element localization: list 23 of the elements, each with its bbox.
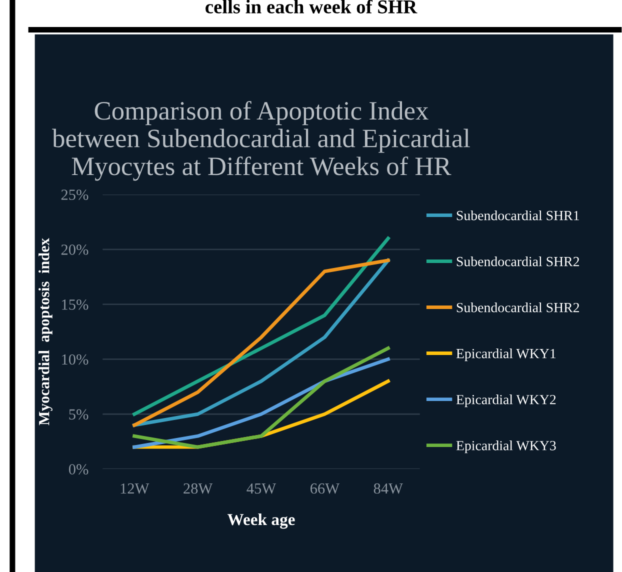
y-tick-label: 0% [68, 464, 88, 475]
legend-label: Epicardial WKY3 [456, 440, 556, 454]
legend-label: Epicardial WKY2 [456, 394, 556, 408]
x-tick-label: 84W [374, 483, 403, 494]
legend-label: Subendocardial SHR2 [456, 256, 580, 266]
y-axis-title: Myocardial apoptosis index [38, 238, 52, 426]
x-tick-label: 45W [246, 483, 276, 494]
y-tick-label: 5% [69, 409, 88, 420]
x-axis-title: Week age [227, 513, 295, 529]
legend-label: Subendocardial SHR2 [456, 302, 580, 312]
legend-label: Subendocardial SHR1 [456, 210, 579, 220]
y-tick-label: 10% [62, 354, 88, 365]
text: cells in each week of SHR [206, 0, 418, 14]
y-tick-label: 20% [61, 244, 88, 255]
x-tick-label: 66W [310, 483, 340, 494]
y-tick-label: 25% [61, 190, 88, 200]
line-series [132, 258, 390, 427]
chart-title: Comparison of Apoptotic Index between Subendocardial and Epicardial Myocytes at Different Weeks of HR [52, 100, 470, 181]
legend-label: Epicardial WKY1 [456, 348, 556, 362]
y-tick-label: 15% [62, 299, 88, 310]
x-tick-label: 28W [184, 483, 213, 494]
x-tick-label: 12W [120, 483, 150, 494]
line-series [132, 236, 390, 416]
